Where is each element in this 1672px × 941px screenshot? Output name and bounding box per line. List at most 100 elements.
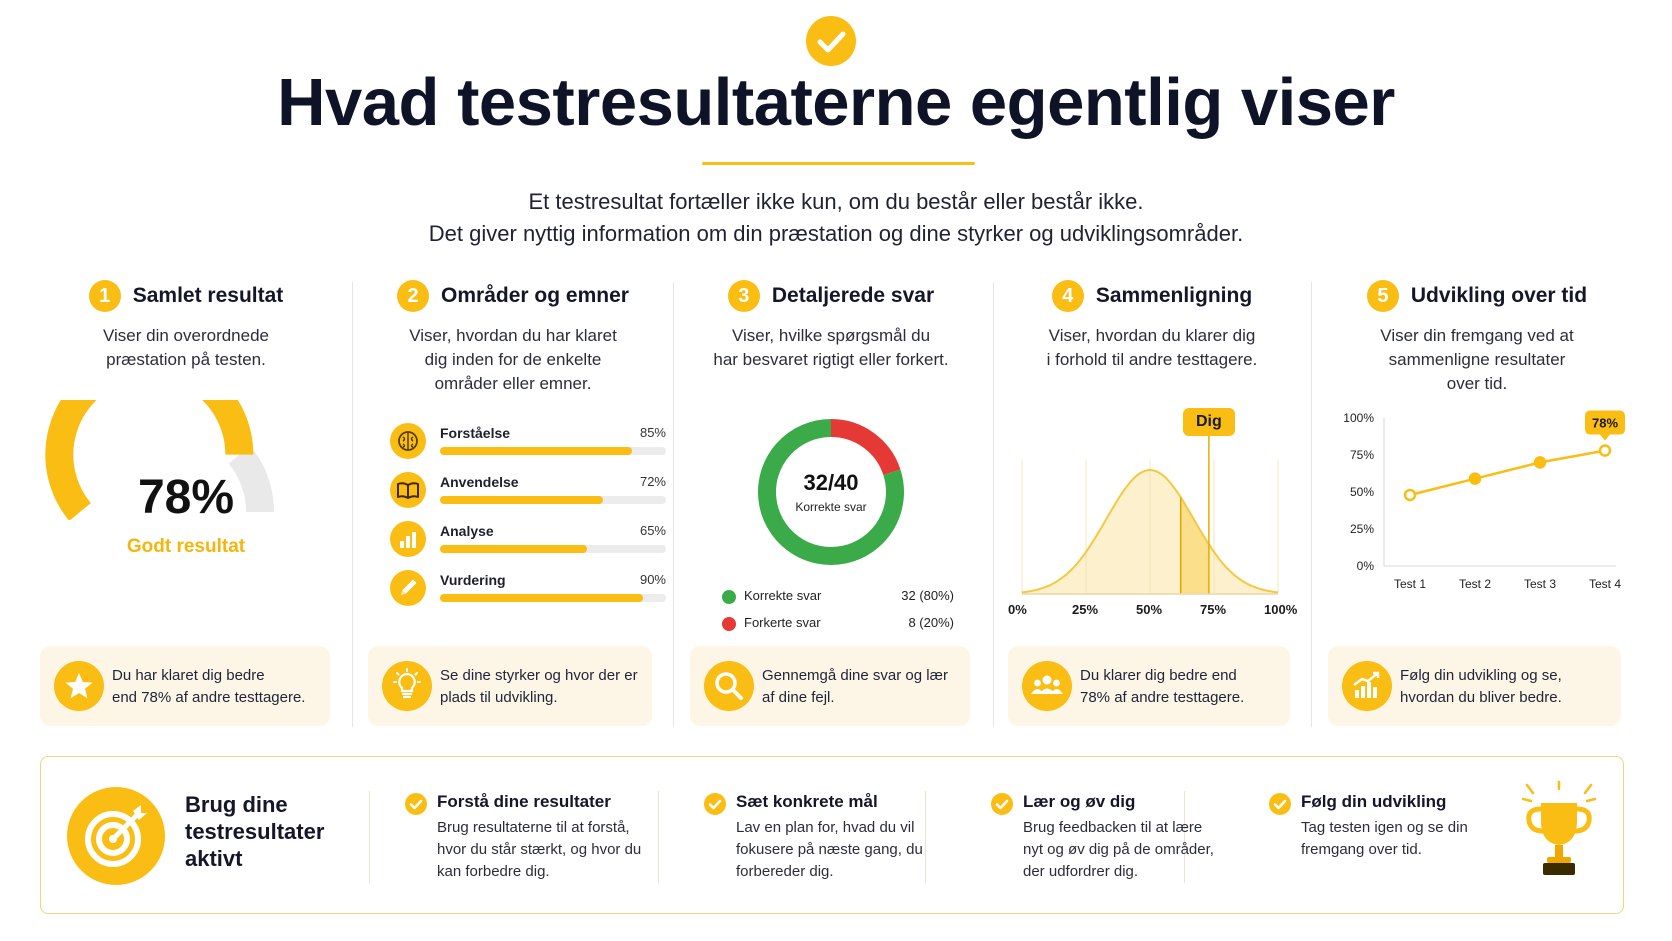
your-position-marker: Dig — [1182, 408, 1235, 436]
gauge-track — [228, 445, 274, 513]
section-description: Viser, hvordan du har klaret dig inden f… — [368, 324, 658, 396]
data-point — [1598, 444, 1612, 457]
subtitle-line-1: Et testresultat fortæller ikke kun, om d… — [528, 189, 1144, 214]
section-areas-topics: 2 Områder og emner Viser, hvordan du har … — [368, 280, 666, 730]
section-description: Viser, hvilke spørgsmål du har besvaret … — [690, 324, 972, 372]
tip-title: Lær og øv dig — [1023, 792, 1136, 811]
skill-value: 72% — [639, 474, 666, 489]
tip-text: Tag testen igen og se din fremgang over … — [1301, 819, 1468, 858]
tip-text: Brug feedbacken til at lære nyt og øv di… — [1023, 819, 1214, 880]
legend-value: 32 (80%) — [901, 588, 954, 603]
y-tick-label: 100% — [1343, 411, 1374, 425]
gauge-fill — [45, 400, 254, 520]
section-title: Sammenligning — [1095, 284, 1253, 307]
card-text: Gennemgå dine svar og lær af dine fejl. — [762, 665, 960, 709]
skill-bar-track — [440, 594, 666, 602]
x-tick-label: Test 4 — [1589, 577, 1621, 591]
skill-label: Vurdering — [440, 572, 506, 588]
step-number-badge: 5 — [1366, 280, 1399, 312]
x-tick-label: Test 1 — [1394, 577, 1426, 591]
last-value-tag — [1585, 410, 1625, 435]
check-icon — [704, 793, 726, 815]
skill-label: Anvendelse — [440, 474, 519, 490]
donut-slice-incorrect — [830, 419, 901, 476]
brain-icon — [390, 423, 426, 459]
section-progress-over-time: 5 Udvikling over tid Viser din fremgang v… — [1328, 280, 1626, 730]
skill-label: Analyse — [440, 523, 494, 539]
tip-title: Følg din udvikling — [1301, 792, 1447, 811]
x-tick-label: 0% — [1008, 602, 1027, 617]
card-line: af dine fejl. — [762, 689, 835, 706]
tip-title: Sæt konkrete mål — [736, 792, 878, 811]
skill-bar-track — [440, 545, 666, 553]
step-number-badge: 4 — [1051, 280, 1084, 312]
checkmark-icon — [806, 16, 856, 66]
legend-label: Korrekte svar — [744, 588, 822, 603]
x-tick-label: Test 3 — [1524, 577, 1556, 591]
pencil-icon — [390, 570, 426, 606]
gauge-rating: Godt resultat — [126, 536, 246, 557]
x-tick-label: 25% — [1072, 602, 1099, 617]
description-line: har besvaret rigtigt eller forkert. — [713, 350, 949, 369]
last-value-label: 78% — [1592, 416, 1618, 431]
description-line: Viser din fremgang ved at — [1380, 326, 1574, 345]
progress-line — [1409, 449, 1606, 497]
card-line: plads til udvikling. — [440, 689, 558, 706]
card-line: Gennemgå dine svar og lær — [762, 667, 948, 684]
card-line: Se dine styrker og hvor der er — [440, 667, 638, 684]
card-text: Du klarer dig bedre end 78% af andre tes… — [1080, 665, 1280, 709]
answers-donut — [758, 419, 904, 565]
divider — [1184, 791, 1185, 883]
description-line: sammenligne resultater — [1388, 350, 1566, 369]
skill-bar-fill — [440, 594, 644, 602]
subtitle-line-2: Det giver nyttig information om din præs… — [428, 221, 1244, 246]
x-tick-label: 75% — [1200, 602, 1227, 617]
bottom-title-line: Brug dine — [185, 792, 288, 817]
data-point — [1533, 456, 1547, 469]
distribution-curve — [1021, 432, 1279, 595]
skill-value: 65% — [639, 523, 666, 538]
progress-line-chart: 78% 100% 75% 50% 25% 0% Test 1 Test 2 Test 3 Test… — [1343, 410, 1625, 591]
check-icon — [991, 793, 1013, 815]
section-title: Udvikling over tid — [1410, 284, 1588, 307]
tip-text: Lav en plan for, hvad du vil fokusere på… — [736, 819, 923, 880]
section-description: Viser din fremgang ved at sammenligne re… — [1328, 324, 1626, 396]
card-line: hvordan du bliver bedre. — [1400, 689, 1562, 706]
trophy-icon — [1521, 781, 1597, 875]
column-divider — [993, 282, 994, 727]
step-number-badge: 3 — [727, 280, 760, 312]
divider — [369, 791, 370, 883]
column-divider — [673, 282, 674, 727]
card-line: Du har klaret dig bedre — [112, 667, 265, 684]
card-line: 78% af andre testtagere. — [1080, 689, 1245, 706]
card-text: Du har klaret dig bedre end 78% af andre… — [112, 665, 320, 709]
tip-title: Forstå dine resultater — [437, 792, 611, 811]
section-overall-result: 1 Samlet resultat Viser din overordnede p… — [40, 280, 332, 730]
bottom-title-line: aktivt — [185, 846, 243, 871]
donut-center-label: Korrekte svar — [795, 500, 867, 514]
info-card: Følg din udvikling og se, hvordan du bli… — [1328, 646, 1621, 726]
x-tick-label: 100% — [1264, 602, 1298, 617]
data-point — [1468, 472, 1482, 485]
data-point — [1403, 488, 1417, 502]
book-icon — [390, 472, 426, 508]
info-card: Du har klaret dig bedre end 78% af andre… — [40, 646, 330, 726]
legend-swatch — [722, 590, 736, 604]
description-line: Viser, hvilke spørgsmål du — [731, 326, 931, 345]
step-number-badge: 1 — [88, 280, 121, 312]
bottom-title-line: testresultater — [185, 819, 325, 844]
section-comparison: 4 Sammenligning Viser, hvordan du klarer … — [1008, 280, 1298, 730]
description-line: dig inden for de enkelte — [424, 350, 602, 369]
description-line: Viser, hvordan du har klaret — [409, 326, 617, 345]
growth-chart-icon — [1342, 661, 1392, 711]
check-icon — [1269, 793, 1291, 815]
lightbulb-icon — [382, 661, 432, 711]
section-title: Detaljerede svar — [771, 284, 935, 307]
use-results-actively-box: Brug dine testresultater aktivt Forstå d… — [40, 756, 1624, 914]
bottom-title: Brug dine testresultater aktivt — [185, 791, 324, 872]
tip-text: Brug resultaterne til at forstå, hvor du… — [437, 819, 642, 880]
description-line: over tid. — [1446, 374, 1508, 393]
section-header: 3 Detaljerede svar — [690, 280, 972, 312]
card-text: Se dine styrker og hvor der er plads til… — [440, 665, 642, 709]
distribution-line — [1021, 468, 1279, 594]
